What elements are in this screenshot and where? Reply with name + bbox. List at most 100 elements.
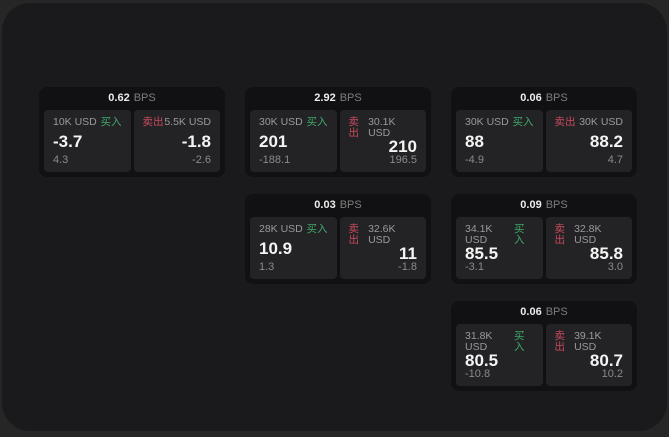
bps-unit-label: BPS <box>339 92 362 104</box>
sell-amount-label: 32.8K USD <box>574 223 602 246</box>
quote-card: 2.92 BPS 30K USD 买入 201 -188.1 卖出 30.1K … <box>245 87 431 177</box>
buy-change-value: 4.3 <box>53 154 69 166</box>
buy-side-label: 买入 <box>513 223 525 246</box>
buy-tile-top-row: 30K USD 买入 <box>465 117 534 128</box>
sell-price-value: -1.8 <box>181 131 211 151</box>
quote-card: 0.06 BPS 31.8K USD 买入 80.5 -10.8 卖出 39.1… <box>451 301 637 391</box>
quote-card-body: 31.8K USD 买入 80.5 -10.8 卖出 39.1K USD 80.… <box>451 324 637 391</box>
quote-card: 0.09 BPS 34.1K USD 买入 85.5 -3.1 卖出 32.8K… <box>451 194 637 284</box>
bps-header: 0.06 BPS <box>451 87 637 110</box>
sell-side-label: 卖出 <box>142 116 164 128</box>
sell-side-label: 卖出 <box>554 223 566 246</box>
buy-side-label: 买入 <box>306 116 328 128</box>
sell-tile-top-row: 卖出 32.8K USD <box>555 224 624 245</box>
sell-change-value: 3.0 <box>607 261 623 273</box>
buy-change-value: -188.1 <box>259 154 291 166</box>
buy-change-value: 1.3 <box>259 261 275 273</box>
sell-change-value: 196.5 <box>389 154 417 166</box>
sell-side-label: 卖出 <box>554 330 566 353</box>
bps-unit-label: BPS <box>545 306 568 318</box>
bps-value: 0.62 <box>108 92 130 104</box>
buy-amount-label: 34.1K USD <box>465 223 493 246</box>
sell-change-value: -2.6 <box>192 154 211 166</box>
sell-price-value: 80.7 <box>589 351 623 370</box>
buy-tile-top-row: 28K USD 买入 <box>259 224 328 235</box>
buy-price-value: 88 <box>465 131 484 151</box>
sell-price-tile[interactable]: 卖出 30K USD 88.2 4.7 <box>545 110 632 172</box>
bps-value: 2.92 <box>314 92 336 104</box>
bps-unit-label: BPS <box>545 92 568 104</box>
bps-unit-label: BPS <box>133 92 156 104</box>
buy-tile-top-row: 31.8K USD 买入 <box>465 331 534 352</box>
sell-amount-label: 39.1K USD <box>574 330 602 353</box>
quote-card-body: 34.1K USD 买入 85.5 -3.1 卖出 32.8K USD 85.8… <box>451 217 637 284</box>
buy-side-label: 买入 <box>513 330 525 353</box>
sell-tile-top-row: 卖出 30.1K USD <box>349 117 418 138</box>
buy-amount-label: 10K USD <box>53 116 97 128</box>
quote-card: 0.62 BPS 10K USD 买入 -3.7 4.3 卖出 5.5K USD… <box>39 87 225 177</box>
bps-value: 0.09 <box>520 199 542 211</box>
bps-unit-label: BPS <box>545 199 568 211</box>
sell-amount-label: 5.5K USD <box>164 116 211 128</box>
sell-price-value: 11 <box>399 244 417 263</box>
sell-price-tile[interactable]: 卖出 5.5K USD -1.8 -2.6 <box>133 110 220 172</box>
sell-price-tile[interactable]: 卖出 39.1K USD 80.7 10.2 <box>545 324 632 386</box>
quote-card-body: 10K USD 买入 -3.7 4.3 卖出 5.5K USD -1.8 -2.… <box>39 110 225 177</box>
sell-change-value: 4.7 <box>607 154 623 166</box>
buy-amount-label: 30K USD <box>465 116 509 128</box>
buy-price-tile[interactable]: 30K USD 买入 201 -188.1 <box>250 110 337 172</box>
quote-card-body: 30K USD 买入 201 -188.1 卖出 30.1K USD 210 1… <box>245 110 431 177</box>
sell-amount-label: 30K USD <box>579 116 623 128</box>
buy-side-label: 买入 <box>512 116 534 128</box>
bps-header: 0.62 BPS <box>39 87 225 110</box>
buy-tile-top-row: 34.1K USD 买入 <box>465 224 534 245</box>
bps-header: 0.03 BPS <box>245 194 431 217</box>
buy-tile-top-row: 30K USD 买入 <box>259 117 328 128</box>
bps-header: 0.09 BPS <box>451 194 637 217</box>
buy-amount-label: 31.8K USD <box>465 330 493 353</box>
sell-side-label: 卖出 <box>348 223 360 246</box>
buy-price-tile[interactable]: 31.8K USD 买入 80.5 -10.8 <box>456 324 543 386</box>
buy-price-tile[interactable]: 10K USD 买入 -3.7 4.3 <box>44 110 131 172</box>
quote-card: 0.06 BPS 30K USD 买入 88 -4.9 卖出 30K USD 8… <box>451 87 637 177</box>
quote-card-body: 28K USD 买入 10.9 1.3 卖出 32.6K USD 11 -1.8 <box>245 217 431 284</box>
sell-price-tile[interactable]: 卖出 32.6K USD 11 -1.8 <box>339 217 426 279</box>
sell-side-label: 卖出 <box>554 116 576 128</box>
sell-price-tile[interactable]: 卖出 32.8K USD 85.8 3.0 <box>545 217 632 279</box>
sell-side-label: 卖出 <box>348 116 360 139</box>
bps-value: 0.03 <box>314 199 336 211</box>
bps-header: 0.06 BPS <box>451 301 637 324</box>
bps-unit-label: BPS <box>339 199 362 211</box>
buy-price-value: 10.9 <box>259 238 293 258</box>
sell-change-value: 10.2 <box>601 368 623 380</box>
buy-price-value: -3.7 <box>53 131 83 151</box>
sell-price-value: 88.2 <box>589 131 623 151</box>
bps-value: 0.06 <box>520 306 542 318</box>
bps-value: 0.06 <box>520 92 542 104</box>
buy-change-value: -10.8 <box>465 368 491 380</box>
sell-amount-label: 30.1K USD <box>368 116 396 139</box>
buy-change-value: -3.1 <box>465 261 484 273</box>
buy-price-value: 85.5 <box>465 244 499 263</box>
sell-price-tile[interactable]: 卖出 30.1K USD 210 196.5 <box>339 110 426 172</box>
sell-price-value: 210 <box>388 137 417 156</box>
buy-price-tile[interactable]: 28K USD 买入 10.9 1.3 <box>250 217 337 279</box>
buy-amount-label: 28K USD <box>259 223 303 235</box>
buy-price-tile[interactable]: 30K USD 买入 88 -4.9 <box>456 110 543 172</box>
sell-amount-label: 32.6K USD <box>368 223 396 246</box>
sell-tile-top-row: 卖出 30K USD <box>555 117 624 128</box>
quote-card-grid: 0.62 BPS 10K USD 买入 -3.7 4.3 卖出 5.5K USD… <box>39 87 637 391</box>
buy-side-label: 买入 <box>100 116 122 128</box>
sell-price-value: 85.8 <box>589 244 623 263</box>
quote-card-body: 30K USD 买入 88 -4.9 卖出 30K USD 88.2 4.7 <box>451 110 637 177</box>
buy-price-tile[interactable]: 34.1K USD 买入 85.5 -3.1 <box>456 217 543 279</box>
sell-change-value: -1.8 <box>398 261 417 273</box>
sell-tile-top-row: 卖出 32.6K USD <box>349 224 418 245</box>
sell-tile-top-row: 卖出 39.1K USD <box>555 331 624 352</box>
buy-amount-label: 30K USD <box>259 116 303 128</box>
buy-price-value: 201 <box>259 131 288 151</box>
sell-tile-top-row: 卖出 5.5K USD <box>143 117 212 128</box>
dark-panel: 0.62 BPS 10K USD 买入 -3.7 4.3 卖出 5.5K USD… <box>2 3 667 431</box>
buy-change-value: -4.9 <box>465 154 484 166</box>
